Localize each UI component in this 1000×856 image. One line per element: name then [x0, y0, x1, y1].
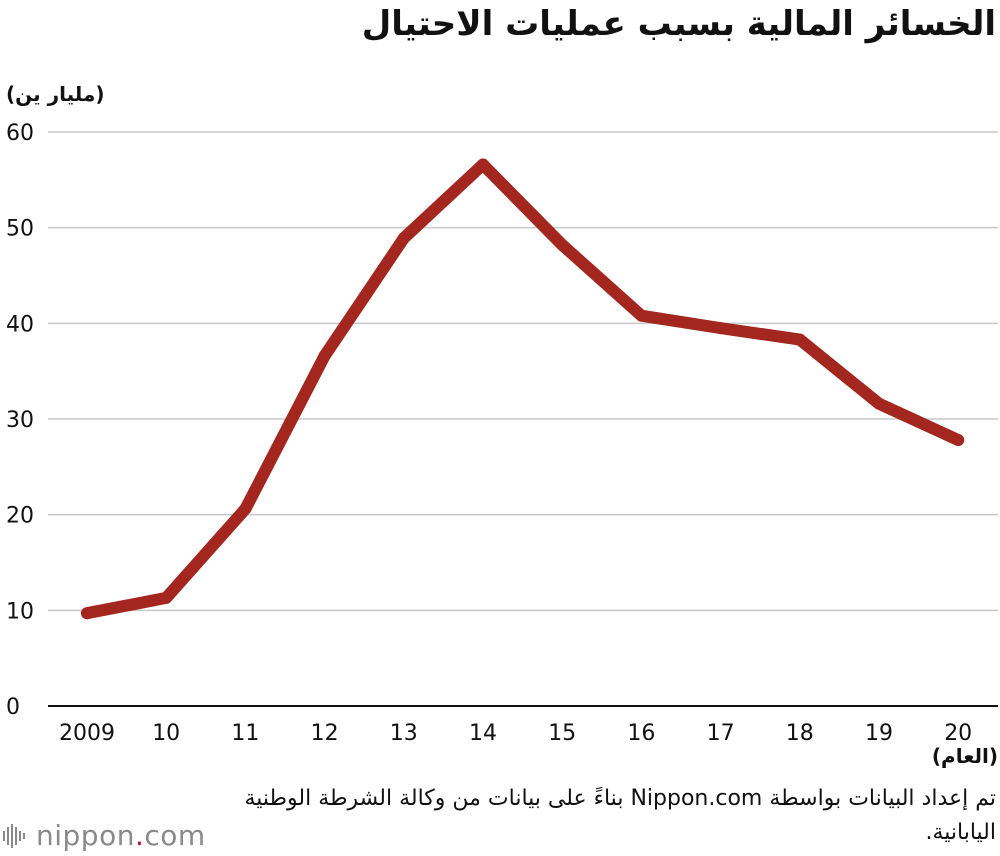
data-point — [873, 397, 885, 410]
x-tick-label: 14 — [469, 721, 497, 746]
x-tick-label: 12 — [311, 721, 339, 746]
x-tick-label: 17 — [707, 721, 735, 746]
y-tick-label: 40 — [6, 312, 34, 337]
x-tick-label: 15 — [548, 721, 576, 746]
y-tick-label: 50 — [6, 217, 34, 242]
x-tick-label: 19 — [865, 721, 893, 746]
data-point — [239, 502, 252, 515]
nippon-logo: nippon.com — [2, 815, 206, 855]
source-note: تم إعداد البيانات بواسطة Nippon.com بناء… — [244, 786, 996, 845]
y-tick-label: 30 — [6, 408, 34, 433]
x-tick-labels: 2009 10 11 12 13 14 15 16 17 18 19 20 — [59, 721, 972, 746]
data-point — [635, 309, 648, 322]
data-point — [714, 322, 727, 335]
line-chart: 0 10 20 30 40 50 60 2009 10 11 12 13 14 15 16 17 18 19 20 — [6, 121, 998, 746]
x-tick-label: 10 — [152, 721, 180, 746]
y-tick-label: 0 — [6, 695, 20, 720]
x-axis-unit: (العام) — [931, 744, 998, 768]
y-tick-label: 20 — [6, 504, 34, 529]
x-tick-label: 11 — [231, 721, 259, 746]
data-point — [81, 607, 93, 620]
data-point — [952, 434, 965, 447]
logo-dot: . — [134, 818, 145, 852]
x-tick-label: 20 — [944, 721, 972, 746]
data-point — [477, 158, 489, 171]
x-tick-label: 13 — [390, 721, 418, 746]
y-tick-labels: 0 10 20 30 40 50 60 — [6, 121, 34, 720]
x-tick-label: 18 — [786, 721, 814, 746]
logo-suffix: com — [144, 818, 206, 852]
y-axis-unit: (مليار ين) — [6, 82, 105, 106]
data-point — [397, 232, 410, 245]
data-point — [556, 238, 569, 251]
gridlines — [48, 131, 998, 707]
series-layer — [81, 158, 965, 620]
y-tick-label: 10 — [6, 599, 34, 624]
y-tick-label: 60 — [6, 121, 34, 146]
series-line — [81, 158, 965, 620]
x-tick-label: 2009 — [59, 721, 115, 746]
nippon-logo-icon — [3, 824, 25, 848]
x-tick-label: 16 — [627, 721, 655, 746]
logo-name: nippon — [36, 818, 135, 852]
chart-title: الخسائر المالية بسبب عمليات الاحتيال — [361, 4, 996, 44]
data-point — [160, 591, 173, 604]
data-point — [318, 349, 331, 362]
data-point — [793, 333, 806, 346]
